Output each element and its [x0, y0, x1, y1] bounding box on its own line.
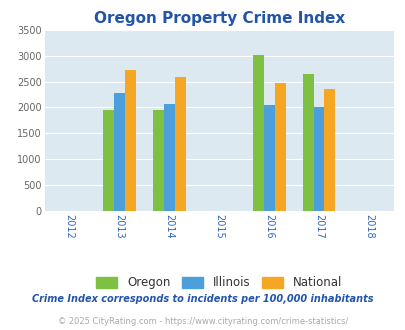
- Bar: [103, 110, 114, 211]
- Bar: [114, 93, 125, 211]
- Title: Oregon Property Crime Index: Oregon Property Crime Index: [94, 11, 344, 26]
- Bar: [274, 83, 285, 211]
- Bar: [324, 89, 335, 211]
- Legend: Oregon, Illinois, National: Oregon, Illinois, National: [91, 272, 346, 294]
- Text: Crime Index corresponds to incidents per 100,000 inhabitants: Crime Index corresponds to incidents per…: [32, 294, 373, 304]
- Bar: [175, 77, 185, 211]
- Bar: [263, 105, 274, 211]
- Bar: [252, 54, 263, 211]
- Bar: [313, 108, 324, 211]
- Bar: [302, 74, 313, 211]
- Text: © 2025 CityRating.com - https://www.cityrating.com/crime-statistics/: © 2025 CityRating.com - https://www.city…: [58, 317, 347, 326]
- Bar: [125, 70, 136, 211]
- Bar: [153, 110, 164, 211]
- Bar: [164, 104, 175, 211]
